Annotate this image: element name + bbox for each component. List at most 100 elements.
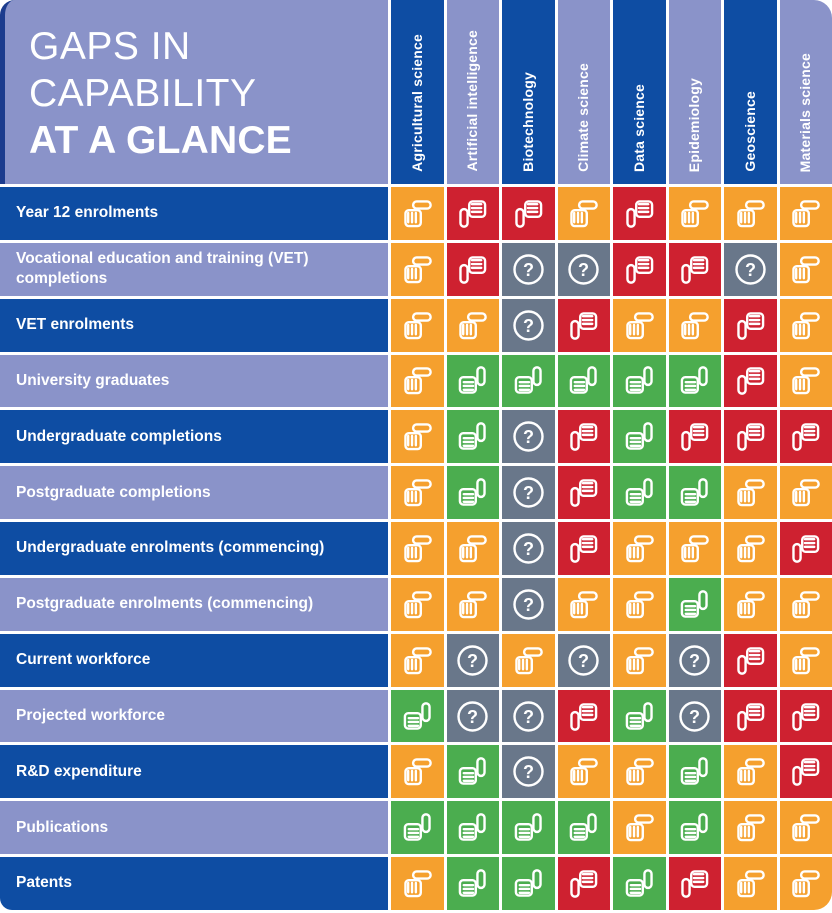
matrix-cell-undergraduate-completions-geoscience <box>724 410 777 464</box>
matrix-cell-vocational-education-and-training-vet-completions-climate-science: ? <box>557 242 610 296</box>
matrix-cell-r-d-expenditure-artificial-intelligence <box>446 745 499 799</box>
matrix-cell-publications-artificial-intelligence <box>446 801 499 855</box>
column-header-data-science: Data science <box>613 0 666 184</box>
column-header-label: Artificial intelligence <box>464 30 481 172</box>
thumb-sideways-icon <box>400 754 435 789</box>
matrix-cell-postgraduate-enrolments-commencing-data-science <box>613 577 666 631</box>
matrix-cell-vet-enrolments-epidemiology <box>668 298 721 352</box>
thumb-up-icon <box>511 363 546 398</box>
thumb-down-icon <box>622 252 657 287</box>
question-mark-icon: ? <box>511 252 546 287</box>
svg-text:?: ? <box>467 651 478 671</box>
matrix-cell-vocational-education-and-training-vet-completions-biotechnology: ? <box>502 242 555 296</box>
question-mark-icon: ? <box>511 699 546 734</box>
matrix-cell-current-workforce-data-science <box>613 633 666 687</box>
thumb-up-icon <box>400 810 435 845</box>
thumb-sideways-icon <box>400 475 435 510</box>
column-header-artificial-intelligence: Artificial intelligence <box>446 0 499 184</box>
thumb-down-icon <box>566 475 601 510</box>
question-mark-icon: ? <box>511 308 546 343</box>
matrix-cell-undergraduate-completions-data-science <box>613 410 666 464</box>
thumb-sideways-icon <box>400 308 435 343</box>
thumb-sideways-icon <box>788 196 823 231</box>
svg-text:?: ? <box>689 707 700 727</box>
column-header-epidemiology: Epidemiology <box>668 0 721 184</box>
thumb-up-icon <box>677 475 712 510</box>
matrix-cell-undergraduate-enrolments-commencing-biotechnology: ? <box>502 522 555 575</box>
svg-text:?: ? <box>523 595 534 615</box>
matrix-cell-undergraduate-enrolments-commencing-materials-science <box>779 522 832 575</box>
row-label-text: Postgraduate enrolments (commencing) <box>16 595 314 613</box>
matrix-cell-undergraduate-enrolments-commencing-epidemiology <box>668 522 721 575</box>
row-label-publications: Publications <box>0 801 388 855</box>
matrix-cell-projected-workforce-materials-science <box>779 689 832 743</box>
thumb-up-icon <box>400 699 435 734</box>
page-title-line-2: CAPABILITY <box>29 71 257 115</box>
thumb-sideways-icon <box>788 643 823 678</box>
column-header-geoscience: Geoscience <box>724 0 777 184</box>
column-header-biotechnology: Biotechnology <box>502 0 555 184</box>
svg-text:?: ? <box>467 707 478 727</box>
row-label-text: Undergraduate enrolments (commencing) <box>16 539 325 557</box>
thumb-down-icon <box>788 419 823 454</box>
thumb-up-icon <box>622 866 657 901</box>
matrix-cell-publications-agricultural-science <box>391 801 444 855</box>
thumb-sideways-icon <box>788 308 823 343</box>
svg-text:?: ? <box>523 260 534 280</box>
column-header-label: Data science <box>630 83 647 172</box>
matrix-cell-undergraduate-enrolments-commencing-climate-science <box>557 522 610 575</box>
thumb-up-icon <box>455 754 490 789</box>
matrix-cell-postgraduate-completions-artificial-intelligence <box>446 466 499 520</box>
matrix-cell-vet-enrolments-materials-science <box>779 298 832 352</box>
matrix-cell-projected-workforce-geoscience <box>724 689 777 743</box>
matrix-cell-projected-workforce-epidemiology: ? <box>668 689 721 743</box>
thumb-sideways-icon <box>788 866 823 901</box>
matrix-cell-year-12-enrolments-agricultural-science <box>391 187 444 240</box>
matrix-cell-undergraduate-enrolments-commencing-agricultural-science <box>391 522 444 575</box>
matrix-cell-patents-artificial-intelligence <box>446 857 499 910</box>
row-label-r-d-expenditure: R&D expenditure <box>0 745 388 799</box>
matrix-cell-postgraduate-completions-agricultural-science <box>391 466 444 520</box>
thumb-sideways-icon <box>400 643 435 678</box>
matrix-cell-projected-workforce-data-science <box>613 689 666 743</box>
matrix-cell-patents-epidemiology <box>668 857 721 910</box>
matrix-cell-publications-epidemiology <box>668 801 721 855</box>
svg-text:?: ? <box>523 762 534 782</box>
svg-text:?: ? <box>745 260 756 280</box>
thumb-sideways-icon <box>733 531 768 566</box>
thumb-sideways-icon <box>400 587 435 622</box>
thumb-up-icon <box>677 363 712 398</box>
thumb-sideways-icon <box>400 363 435 398</box>
matrix-cell-postgraduate-enrolments-commencing-materials-science <box>779 577 832 631</box>
thumb-sideways-icon <box>622 810 657 845</box>
matrix-cell-vet-enrolments-climate-science <box>557 298 610 352</box>
svg-text:?: ? <box>523 316 534 336</box>
matrix-cell-r-d-expenditure-agricultural-science <box>391 745 444 799</box>
thumb-sideways-icon <box>677 531 712 566</box>
matrix-cell-current-workforce-epidemiology: ? <box>668 633 721 687</box>
matrix-cell-undergraduate-completions-materials-science <box>779 410 832 464</box>
question-mark-icon: ? <box>455 699 490 734</box>
matrix-cell-vocational-education-and-training-vet-completions-artificial-intelligence <box>446 242 499 296</box>
matrix-cell-postgraduate-enrolments-commencing-artificial-intelligence <box>446 577 499 631</box>
column-header-materials-science: Materials science <box>779 0 832 184</box>
column-header-label: Agricultural science <box>408 34 425 172</box>
row-label-text: Current workforce <box>16 651 151 669</box>
matrix-cell-publications-geoscience <box>724 801 777 855</box>
matrix-cell-r-d-expenditure-biotechnology: ? <box>502 745 555 799</box>
matrix-cell-vocational-education-and-training-vet-completions-data-science <box>613 242 666 296</box>
thumb-up-icon <box>455 866 490 901</box>
matrix-cell-current-workforce-climate-science: ? <box>557 633 610 687</box>
matrix-cell-undergraduate-completions-biotechnology: ? <box>502 410 555 464</box>
thumb-up-icon <box>622 419 657 454</box>
svg-text:?: ? <box>523 539 534 559</box>
matrix-cell-patents-data-science <box>613 857 666 910</box>
matrix-cell-year-12-enrolments-materials-science <box>779 187 832 240</box>
thumb-sideways-icon <box>788 587 823 622</box>
thumb-up-icon <box>566 363 601 398</box>
thumb-up-icon <box>455 810 490 845</box>
matrix-cell-publications-climate-science <box>557 801 610 855</box>
matrix-cell-undergraduate-enrolments-commencing-artificial-intelligence <box>446 522 499 575</box>
row-label-vet-enrolments: VET enrolments <box>0 298 388 352</box>
thumb-sideways-icon <box>400 419 435 454</box>
